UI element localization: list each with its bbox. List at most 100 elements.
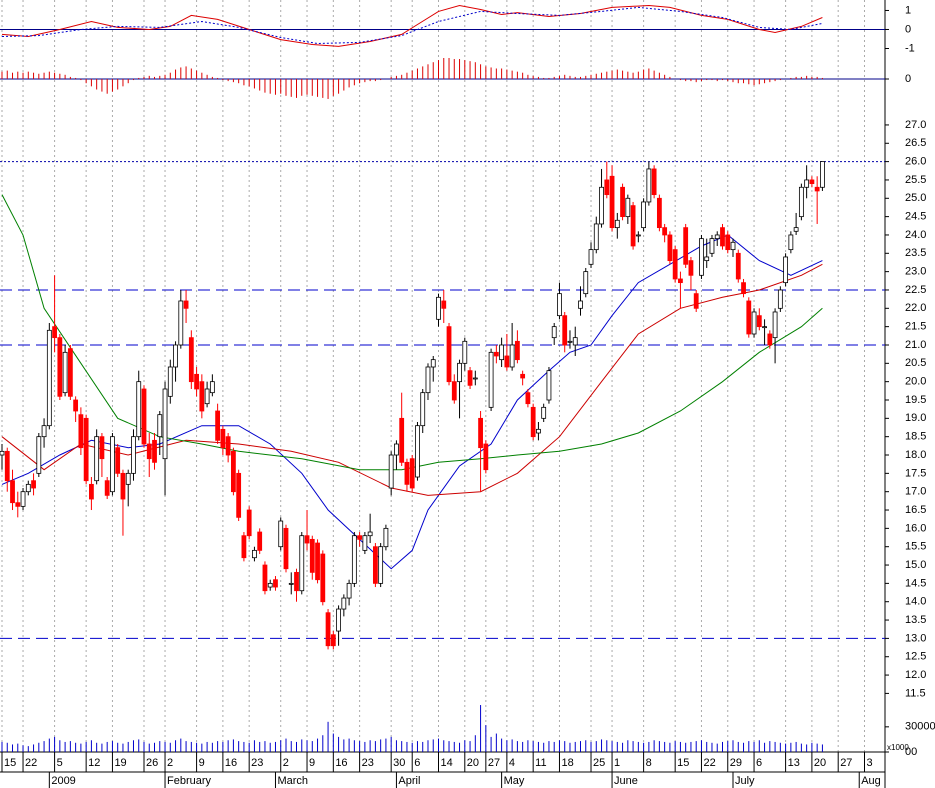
candle-body [683, 227, 689, 265]
month-label: June [614, 775, 638, 787]
candle-body [814, 186, 820, 192]
line-series [1, 4, 823, 47]
candle-body [541, 406, 547, 419]
candle-body [0, 450, 5, 456]
candle-body [593, 223, 599, 251]
candle-body [588, 249, 594, 265]
candle-body [394, 443, 399, 456]
candle-body [325, 612, 331, 647]
candle-body [62, 351, 68, 394]
y-tick-label: 00 [905, 746, 917, 758]
y-tick-label: 11.5 [905, 687, 926, 699]
candle-body [252, 549, 257, 559]
candle-body [46, 329, 52, 427]
candle-body [67, 348, 73, 397]
month-label: Aug [861, 775, 881, 787]
x-tick-label: 2 [167, 757, 173, 769]
candle-body [551, 326, 557, 339]
x-tick-label: 27 [488, 757, 500, 769]
candle-body [125, 472, 131, 485]
x-tick-label: 23 [362, 757, 374, 769]
x-tick-label: 14 [441, 757, 453, 769]
candle-body [409, 458, 415, 489]
y-tick-label: 12.0 [905, 669, 926, 681]
candle-body [714, 234, 720, 240]
line-series [1, 263, 823, 496]
candle-body [257, 531, 263, 551]
candle-body [157, 414, 163, 438]
candle-body [104, 480, 110, 496]
candle-body [262, 564, 268, 592]
y-tick-label: -1 [905, 42, 915, 54]
candle-body [209, 381, 215, 394]
candle-body [315, 542, 320, 581]
y-tick-label: 20.5 [905, 357, 926, 369]
candle-body [609, 175, 615, 229]
candle-body [99, 436, 105, 460]
candle-body [667, 234, 673, 262]
y-tick-label: 30000 [905, 721, 935, 733]
candle-body [562, 315, 568, 346]
candle-body [167, 366, 173, 397]
candle-body [36, 436, 42, 474]
candle-body [746, 300, 752, 335]
candle-body [646, 168, 652, 203]
candle-body [420, 392, 426, 427]
y-tick-label: 21.0 [905, 339, 926, 351]
candle-body [451, 381, 457, 401]
candle-body [115, 447, 121, 474]
candle-body [478, 417, 483, 449]
x-tick-label: 18 [561, 757, 573, 769]
x-tick-label: 12 [88, 757, 100, 769]
candle-body [804, 179, 810, 188]
candle-body [688, 260, 694, 276]
candle-body [520, 373, 526, 379]
month-label: May [504, 775, 525, 787]
y-tick-label: 20.0 [905, 376, 926, 388]
y-tick-label: 24.0 [905, 229, 926, 241]
x-tick-label: 30 [393, 757, 405, 769]
candle-body [25, 483, 31, 493]
candle-body [220, 428, 226, 449]
y-tick-label: 19.5 [905, 394, 926, 406]
candle-body [741, 282, 746, 295]
x-tick-label: 20 [467, 757, 479, 769]
candle-body [178, 300, 184, 346]
x-tick-label: 16 [225, 757, 237, 769]
candle-body [720, 227, 725, 247]
month-label: July [735, 775, 755, 787]
x-tick-label: 9 [199, 757, 205, 769]
candle-body [346, 582, 352, 599]
candle-body [299, 535, 305, 592]
candle-body [651, 168, 657, 196]
candle-body [572, 337, 578, 346]
candle-body [662, 227, 668, 236]
candle-body [199, 381, 205, 412]
x-tick-label: 22 [25, 757, 37, 769]
y-tick-label: 15.5 [905, 541, 926, 553]
candle-body [404, 461, 410, 485]
y-tick-label: 21.5 [905, 321, 926, 333]
month-label: March [277, 775, 308, 787]
candle-body [441, 300, 447, 309]
candle-body [83, 417, 89, 482]
x-tick-label: 13 [788, 757, 800, 769]
candle-body [630, 205, 636, 247]
candle-body [583, 271, 589, 295]
x-tick-label: 3 [866, 757, 872, 769]
candle-body [793, 227, 799, 232]
candle-body [625, 197, 631, 218]
candle-body [52, 326, 57, 339]
candle-body [641, 201, 647, 229]
candle-body [110, 436, 115, 493]
candle-body [78, 414, 84, 449]
candle-body [509, 344, 515, 368]
y-tick-label: 14.0 [905, 596, 926, 608]
y-tick-label: 0 [905, 23, 911, 35]
candle-body [557, 293, 562, 317]
candle-body [446, 326, 452, 383]
candle-body [656, 197, 662, 229]
candle-body [225, 436, 231, 456]
